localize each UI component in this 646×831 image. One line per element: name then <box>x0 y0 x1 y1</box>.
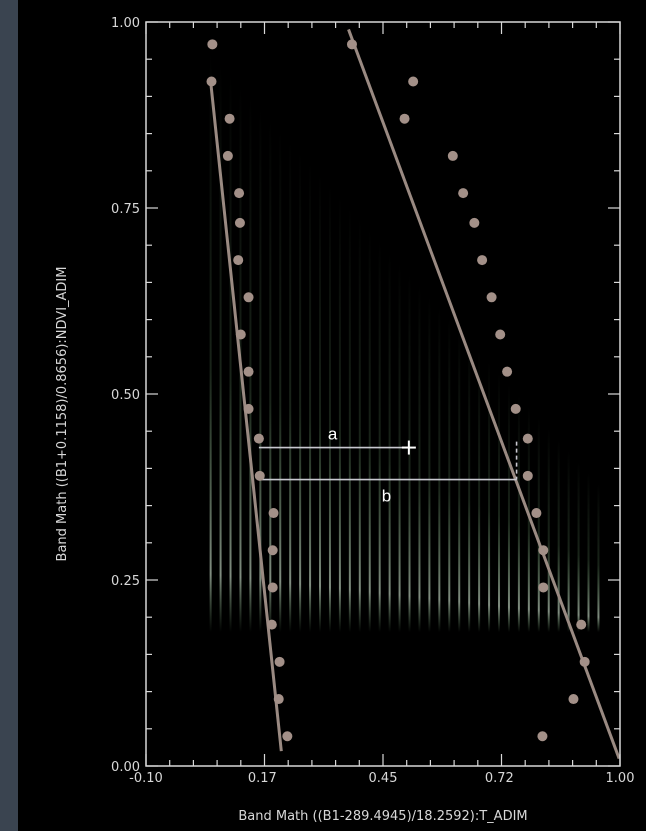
dry-edge-point <box>447 150 458 161</box>
density-column <box>209 51 212 633</box>
density-column <box>537 416 540 633</box>
density-column <box>348 206 351 633</box>
dry-edge-point <box>458 188 469 199</box>
density-column <box>388 250 391 633</box>
wet-edge-point <box>243 403 254 414</box>
density-column <box>249 96 252 633</box>
annotation-label-a: a <box>328 425 338 444</box>
wet-edge-point <box>207 39 218 50</box>
density-column <box>219 62 222 633</box>
density-column <box>309 162 312 633</box>
dry-edge-point <box>408 76 419 87</box>
dry-edge-point <box>537 731 548 742</box>
axis-ticks <box>145 21 621 767</box>
wet-edge-point <box>243 292 254 303</box>
wet-edge-point <box>233 255 244 266</box>
density-column <box>507 383 510 633</box>
dry-edge-point <box>522 470 533 481</box>
density-column <box>328 184 331 633</box>
y-tick-label: 0.75 <box>111 202 140 217</box>
density-column <box>547 427 550 633</box>
wet-edge-point <box>254 470 265 481</box>
annotations: ab <box>258 425 518 506</box>
wet-edge-point <box>235 329 246 340</box>
density-column <box>319 173 322 633</box>
density-column <box>378 239 381 633</box>
y-tick-label: 0.50 <box>111 388 140 403</box>
density-column <box>438 306 441 633</box>
data-points <box>206 39 590 742</box>
fit-lines <box>209 28 621 760</box>
dry-edge-point <box>538 582 549 593</box>
wet-edge-point <box>253 433 264 444</box>
density-column <box>478 350 481 633</box>
wet-edge-point <box>224 113 235 124</box>
density-column <box>229 73 232 633</box>
density-column <box>338 195 341 633</box>
dry-edge-point <box>510 403 521 414</box>
density-column <box>299 151 302 633</box>
wet-edge-point <box>222 150 233 161</box>
density-column <box>358 217 361 633</box>
y-tick-label: 0.25 <box>111 574 140 589</box>
dry-edge-point <box>579 656 590 667</box>
x-axis-title: Band Math ((B1-289.4945)/18.2592):T_ADIM <box>238 809 527 824</box>
x-tick-label: 0.17 <box>248 771 277 786</box>
wet-edge-point <box>267 582 278 593</box>
density-column <box>448 317 451 633</box>
wet-edge-point <box>273 694 284 705</box>
density-column <box>587 472 590 633</box>
density-column <box>567 450 570 633</box>
wet-edge-point <box>266 619 277 630</box>
wet-edge-point <box>274 656 285 667</box>
wet-edge-point <box>234 217 245 228</box>
dry-edge-point <box>346 39 357 50</box>
y-tick-label: 1.00 <box>111 16 140 31</box>
dry-edge-fit-line <box>347 28 621 760</box>
y-axis-title: Band Math ((B1+0.1158)/0.8656):NDVI_ADIM <box>55 267 70 562</box>
wet-edge-point <box>268 508 279 519</box>
annotation-label-b: b <box>382 487 391 506</box>
density-column <box>498 372 501 633</box>
dry-edge-point <box>576 619 587 630</box>
wet-edge-point <box>282 731 293 742</box>
density-column <box>517 394 520 633</box>
dry-edge-point <box>469 217 480 228</box>
density-column <box>577 461 580 633</box>
dry-edge-point <box>568 694 579 705</box>
wet-edge-point <box>206 76 217 87</box>
wet-edge-point <box>234 188 245 199</box>
y-tick-label: 0.00 <box>111 760 140 775</box>
dry-edge-point <box>486 292 497 303</box>
dry-edge-point <box>538 545 549 556</box>
dry-edge-point <box>495 329 506 340</box>
scatter-chart: ab -0.10 0.17 0.45 0.72 1.000.000.250.500.75… <box>55 16 634 824</box>
wet-edge-point <box>243 366 254 377</box>
x-tick-label: -0.10 <box>129 771 163 786</box>
density-column <box>289 140 292 633</box>
dry-edge-point <box>477 255 488 266</box>
density-column <box>418 284 421 633</box>
dry-edge-point <box>502 366 513 377</box>
dry-edge-point <box>531 508 542 519</box>
density-column <box>269 118 272 633</box>
density-column <box>557 439 560 633</box>
axis-tick-labels: -0.10 0.17 0.45 0.72 1.00 0.00 0.25 0.50 0.75 1.0… <box>111 16 634 786</box>
x-tick-label: 1.00 <box>606 771 635 786</box>
density-column <box>468 339 471 633</box>
wet-edge-point <box>267 545 278 556</box>
dry-edge-point <box>522 433 533 444</box>
density-column <box>428 295 431 633</box>
density-column <box>368 228 371 633</box>
density-column <box>597 483 600 633</box>
wet-edge-fit-line <box>209 81 283 752</box>
density-column <box>488 361 491 633</box>
x-tick-label: 0.72 <box>485 771 514 786</box>
density-column <box>279 129 282 633</box>
dry-edge-point <box>399 113 410 124</box>
x-tick-label: 0.45 <box>369 771 398 786</box>
density-column <box>259 107 262 633</box>
